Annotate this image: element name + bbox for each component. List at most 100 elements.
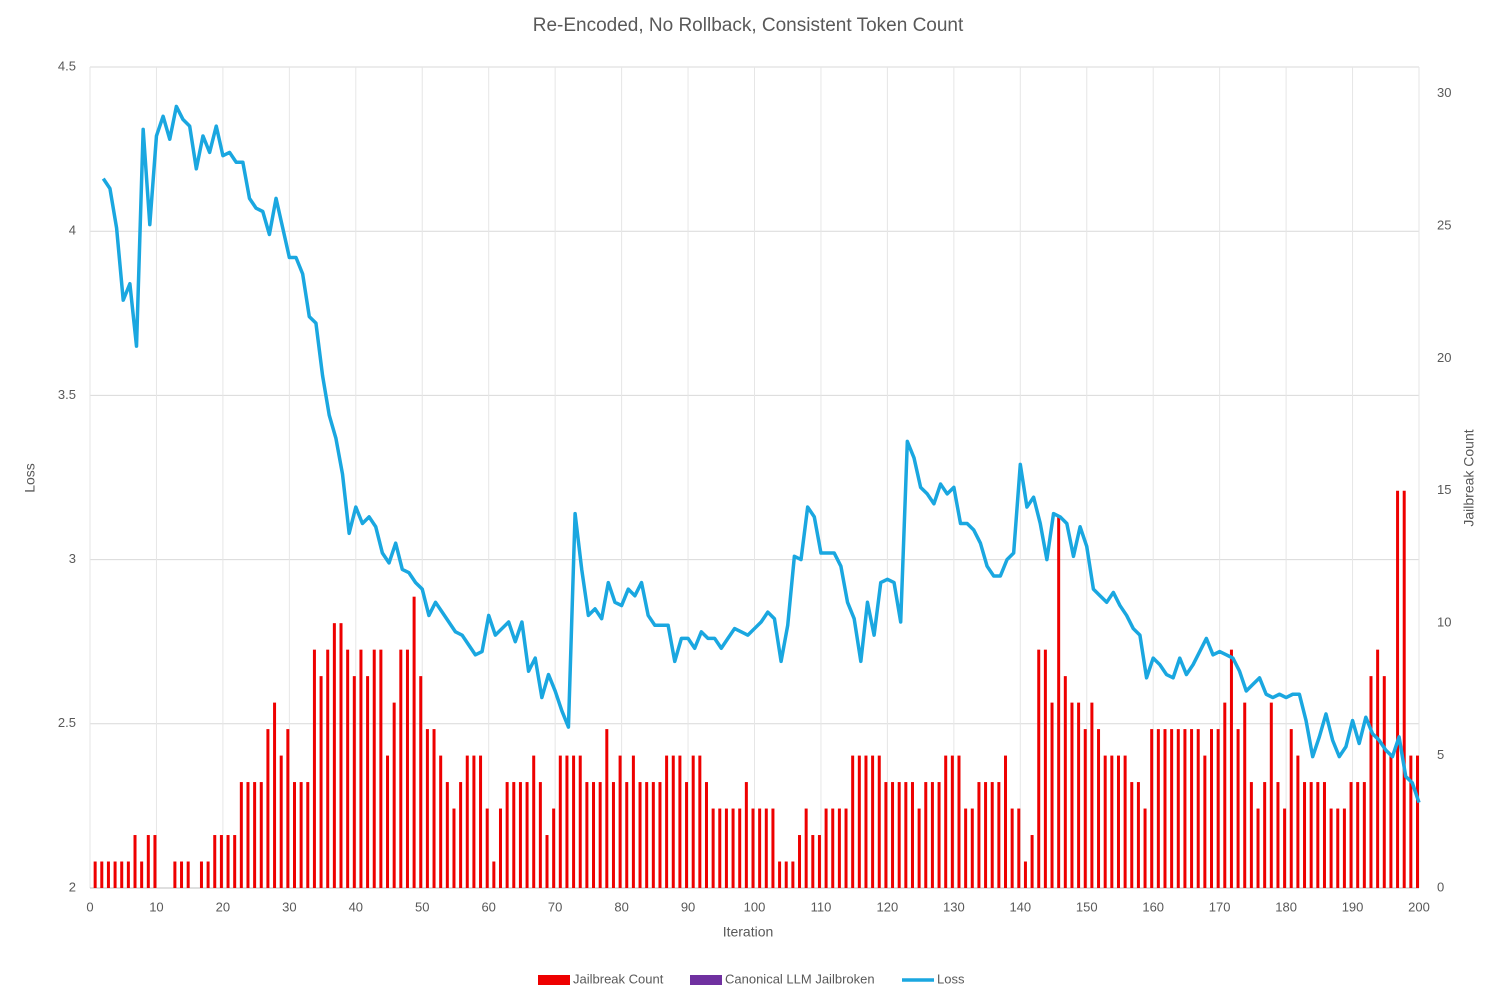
bar: [964, 808, 968, 888]
bar: [1063, 676, 1067, 888]
bar: [751, 808, 755, 888]
bar: [399, 649, 403, 888]
bar: [658, 782, 662, 888]
x-tick-label: 10: [149, 899, 163, 914]
bar: [445, 782, 449, 888]
bar: [266, 729, 270, 888]
bar: [1143, 808, 1147, 888]
bar: [1030, 835, 1034, 888]
x-tick-label: 180: [1275, 899, 1297, 914]
bar: [1269, 702, 1273, 888]
bar: [731, 808, 735, 888]
bar: [472, 755, 476, 888]
bar: [791, 861, 795, 888]
bar: [1116, 755, 1120, 888]
bar: [864, 755, 868, 888]
bar: [319, 676, 323, 888]
bar: [492, 861, 496, 888]
bar: [1176, 729, 1180, 888]
bar: [106, 861, 110, 888]
bar: [984, 782, 988, 888]
bar: [1256, 808, 1260, 888]
legend-swatch: [690, 975, 722, 985]
chart-title: Re-Encoded, No Rollback, Consistent Toke…: [533, 15, 964, 36]
bar: [1090, 702, 1094, 888]
bar: [279, 755, 283, 888]
bar: [718, 808, 722, 888]
bar: [120, 861, 124, 888]
bar: [1349, 782, 1353, 888]
bar: [532, 755, 536, 888]
bar: [778, 861, 782, 888]
bar: [425, 729, 429, 888]
x-tick-label: 190: [1342, 899, 1364, 914]
bar: [419, 676, 423, 888]
x-tick-label: 150: [1076, 899, 1098, 914]
bar: [1309, 782, 1313, 888]
x-tick-label: 80: [614, 899, 628, 914]
x-tick-label: 20: [216, 899, 230, 914]
y-tick-label: 2.5: [58, 715, 76, 730]
bar: [1017, 808, 1021, 888]
bar: [498, 808, 502, 888]
bar: [1249, 782, 1253, 888]
y2-tick-label: 20: [1437, 350, 1451, 365]
legend-label: Jailbreak Count: [573, 971, 664, 986]
bar: [1283, 808, 1287, 888]
bar: [246, 782, 250, 888]
bar: [1276, 782, 1280, 888]
bar: [910, 782, 914, 888]
bar: [857, 755, 861, 888]
bar: [253, 782, 257, 888]
bar: [199, 861, 203, 888]
bar: [831, 808, 835, 888]
bar: [1316, 782, 1320, 888]
bar: [704, 782, 708, 888]
bar: [1336, 808, 1340, 888]
bar: [552, 808, 556, 888]
bar: [1156, 729, 1160, 888]
bar: [545, 835, 549, 888]
bar: [133, 835, 137, 888]
bar: [665, 755, 669, 888]
bar: [186, 861, 190, 888]
y-tick-label: 3.5: [58, 387, 76, 402]
bar: [226, 835, 230, 888]
bar: [1050, 702, 1054, 888]
bar: [897, 782, 901, 888]
bar: [346, 649, 350, 888]
y2-tick-label: 5: [1437, 747, 1444, 762]
x-tick-label: 130: [943, 899, 965, 914]
bar: [1229, 649, 1233, 888]
bar: [525, 782, 529, 888]
bar: [771, 808, 775, 888]
bar: [213, 835, 217, 888]
y2-tick-label: 15: [1437, 482, 1451, 497]
bar: [126, 861, 130, 888]
bar: [1216, 729, 1220, 888]
bar: [924, 782, 928, 888]
bar: [292, 782, 296, 888]
bar: [598, 782, 602, 888]
bar: [1303, 782, 1307, 888]
bar: [405, 649, 409, 888]
bar: [651, 782, 655, 888]
bar: [1183, 729, 1187, 888]
bar: [479, 755, 483, 888]
bar: [1362, 782, 1366, 888]
bar: [871, 755, 875, 888]
bar: [459, 782, 463, 888]
bar: [558, 755, 562, 888]
bar: [259, 782, 263, 888]
bar: [1004, 755, 1008, 888]
bar: [299, 782, 303, 888]
y2-tick-label: 30: [1437, 85, 1451, 100]
bar: [711, 808, 715, 888]
bar: [605, 729, 609, 888]
bar: [505, 782, 509, 888]
bar: [618, 755, 622, 888]
x-tick-label: 100: [744, 899, 766, 914]
bar: [153, 835, 157, 888]
bar: [1342, 808, 1346, 888]
bar: [93, 861, 97, 888]
